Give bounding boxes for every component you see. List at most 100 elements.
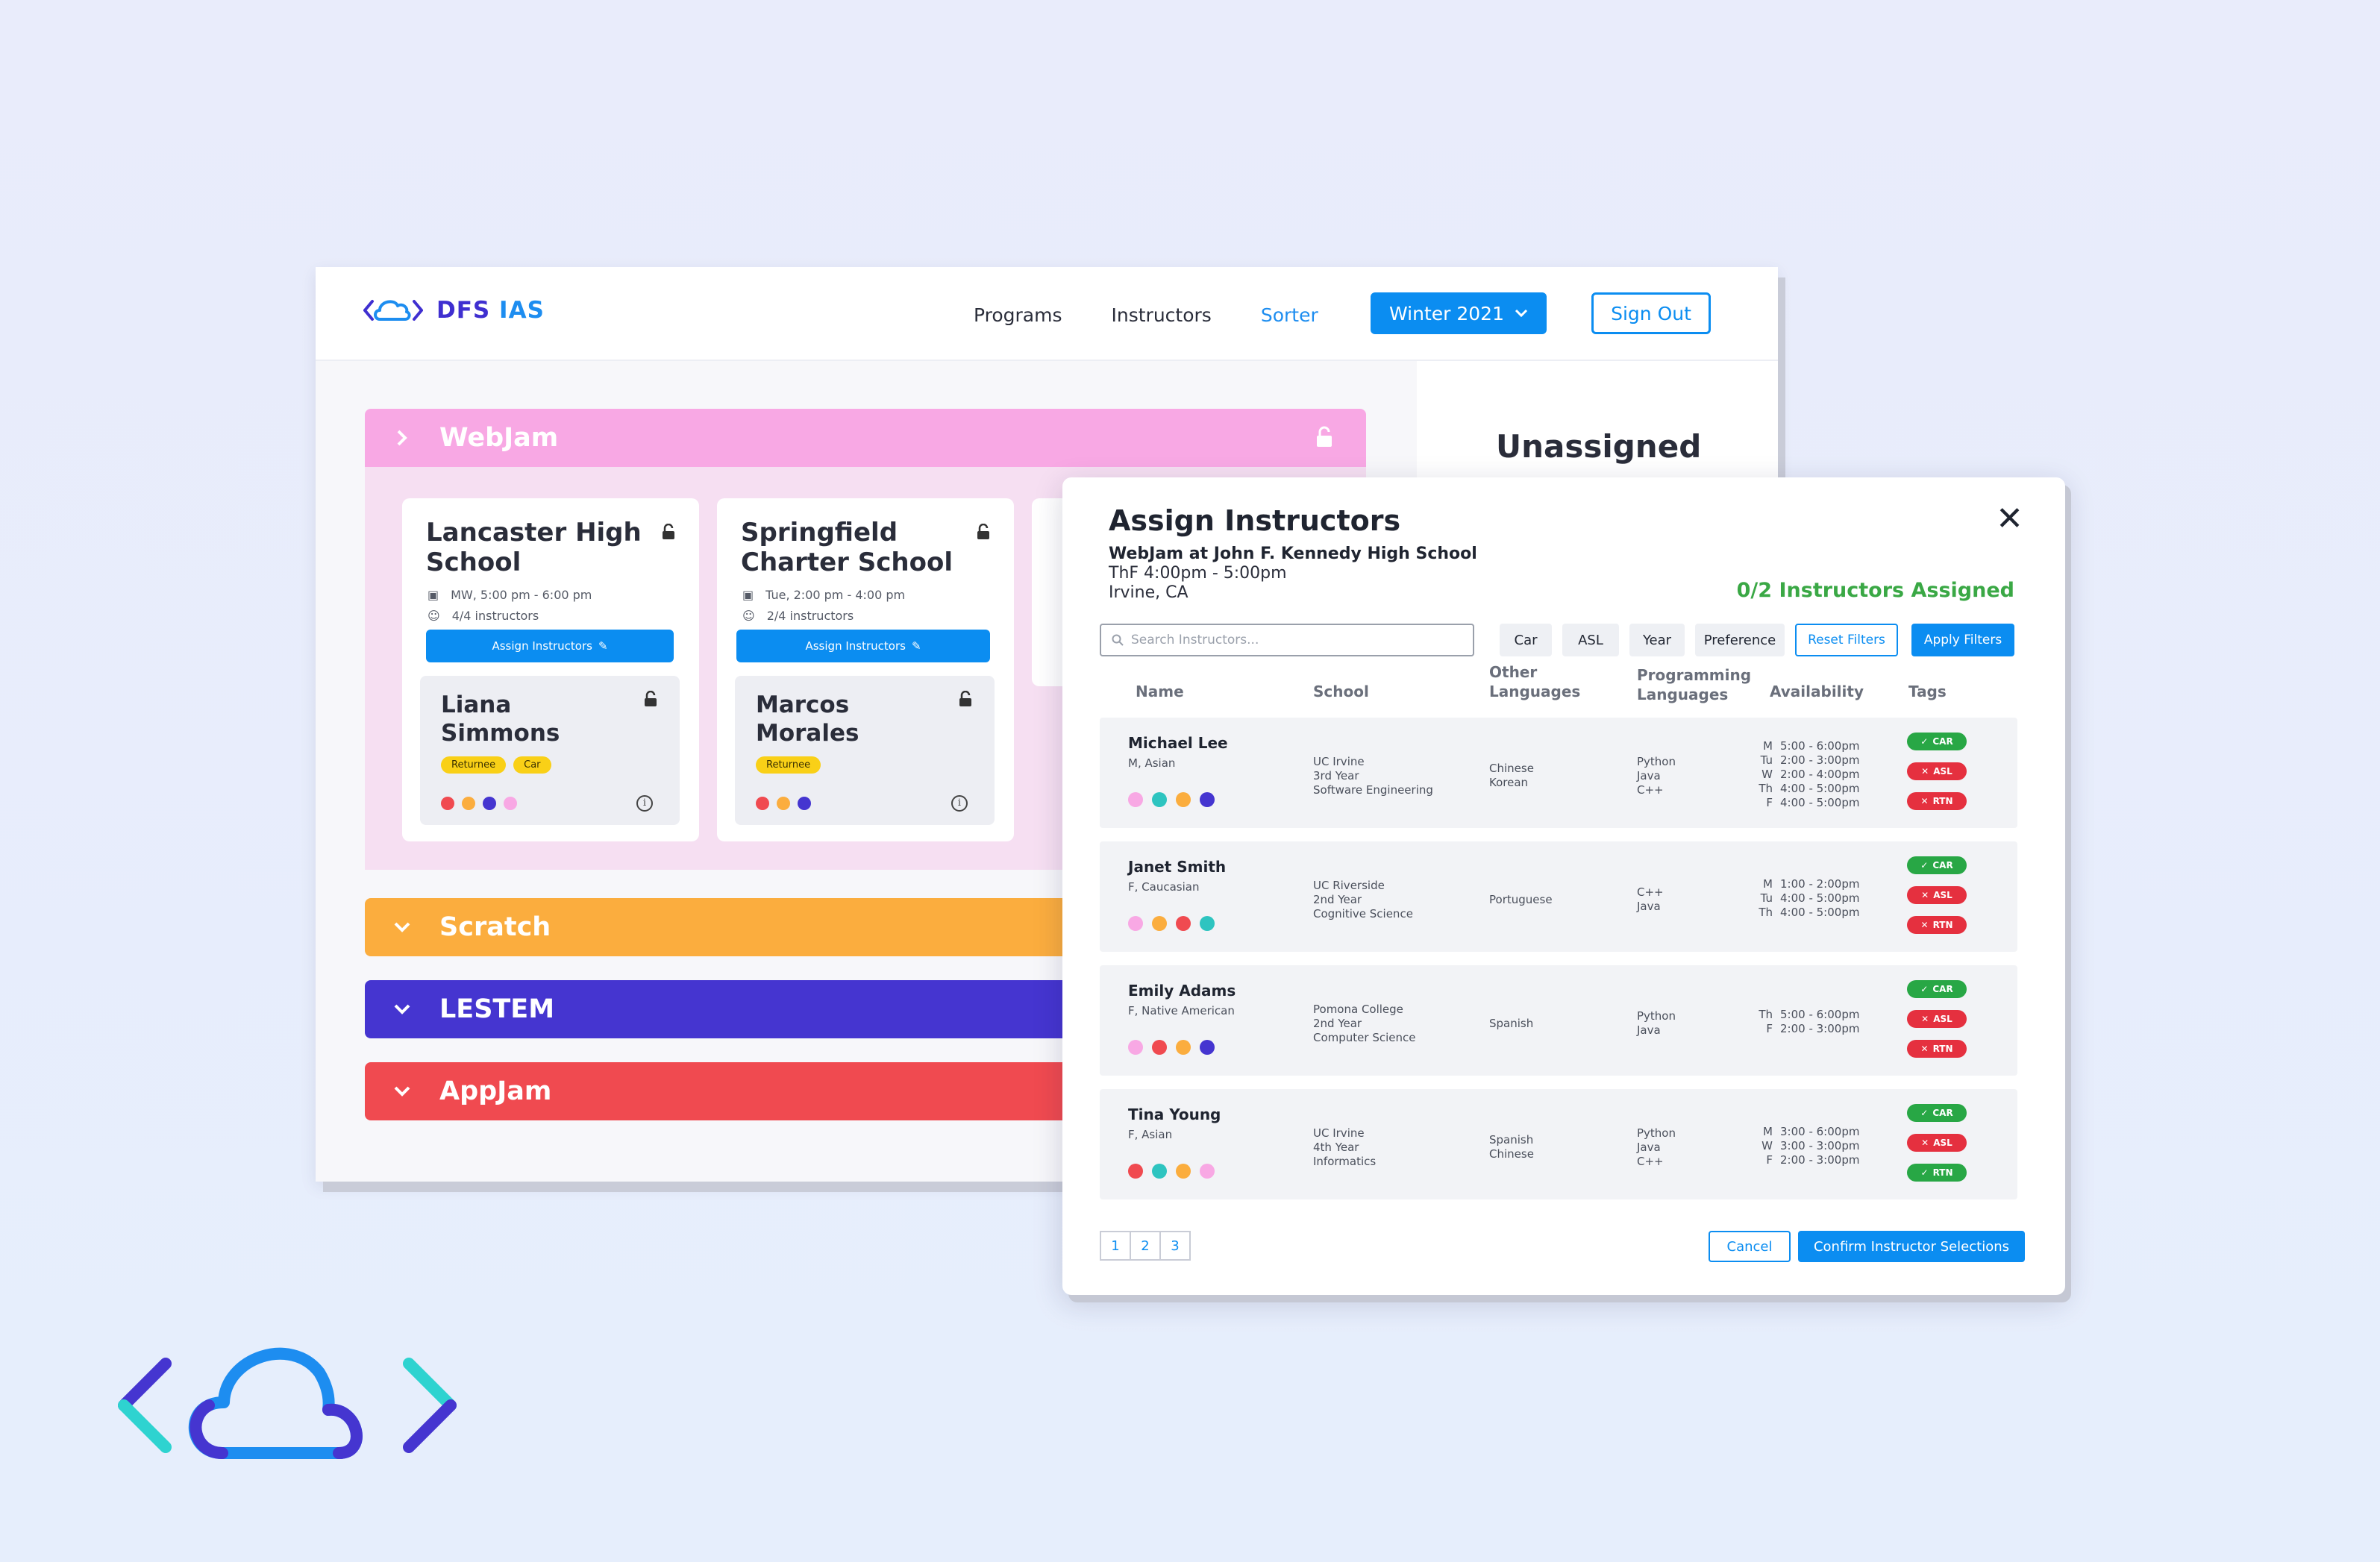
tag-asl[interactable]: ✕ ASL [1907, 762, 1967, 780]
tag-car[interactable]: ✓ CAR [1907, 856, 1967, 874]
programming-languages: Python Java C++ [1637, 755, 1676, 797]
availability-day: Th [1759, 781, 1773, 795]
school-info-line: 3rd Year [1313, 768, 1359, 782]
filter-asl[interactable]: ASL [1562, 624, 1619, 656]
page-1[interactable]: 1 [1100, 1231, 1131, 1261]
availability-day: M [1763, 876, 1773, 891]
school-info-line: UC Riverside [1313, 878, 1385, 892]
people-icon: ☺ [428, 609, 440, 623]
availability-line: M 1:00 - 2:00pm [1747, 877, 1859, 891]
app-logo[interactable]: DFS IAS [363, 294, 545, 327]
reset-filters-button[interactable]: Reset Filters [1795, 624, 1898, 656]
instructor-card[interactable]: Liana Simmons Returnee Car i [420, 676, 680, 825]
col-school[interactable]: School [1313, 683, 1369, 700]
other-languages-line: Chinese [1489, 762, 1534, 775]
cloud-code-icon [363, 300, 423, 321]
search-input[interactable]: Search Instructors... [1100, 624, 1474, 656]
filter-preference[interactable]: Preference [1695, 624, 1785, 656]
school-info: UC Riverside 2nd Year Cognitive Science [1313, 879, 1413, 921]
unlock-icon[interactable] [977, 523, 990, 540]
cloud-code-icon [118, 1347, 457, 1459]
nav-programs[interactable]: Programs [974, 304, 1062, 326]
info-icon[interactable]: i [951, 795, 968, 812]
program-dot [1176, 1164, 1191, 1179]
availability-line: F 2:00 - 3:00pm [1747, 1022, 1859, 1036]
table-row[interactable]: Tina Young F, Asian UC Irvine 4th Year Infor… [1100, 1089, 2017, 1199]
unlock-icon[interactable] [1315, 426, 1333, 448]
tag-rtn[interactable]: ✕ RTN [1907, 792, 1967, 810]
programming-languages-line: Python [1637, 1009, 1676, 1023]
tag-asl[interactable]: ✕ ASL [1907, 886, 1967, 904]
unlock-icon[interactable] [959, 690, 972, 707]
page-3[interactable]: 3 [1159, 1231, 1191, 1261]
assigned-count: 0/2 Instructors Assigned [1736, 579, 2014, 602]
tag-car[interactable]: ✓ CAR [1907, 1104, 1967, 1122]
page-2[interactable]: 2 [1130, 1231, 1161, 1261]
school-info-line: Computer Science [1313, 1030, 1416, 1044]
tag-label: CAR [1932, 860, 1953, 871]
x-icon: ✕ [1920, 1044, 1929, 1054]
availability-line: Th 4:00 - 5:00pm [1747, 782, 1859, 796]
program-dot [1176, 792, 1191, 807]
season-dropdown[interactable]: Winter 2021 [1371, 292, 1547, 334]
availability-time: 1:00 - 2:00pm [1780, 876, 1860, 891]
col-availability[interactable]: Availability [1770, 683, 1864, 700]
table-row[interactable]: Michael Lee M, Asian UC Irvine 3rd Year Soft… [1100, 718, 2017, 828]
tag-asl[interactable]: ✕ ASL [1907, 1010, 1967, 1028]
tag-rtn[interactable]: ✓ RTN [1907, 1164, 1967, 1182]
col-other-languages[interactable]: Other Languages [1489, 663, 1581, 700]
tag-label: RTN [1932, 1167, 1953, 1178]
tag-rtn[interactable]: ✕ RTN [1907, 916, 1967, 934]
unlock-icon[interactable] [644, 690, 657, 707]
program-dot [1176, 916, 1191, 931]
tag-asl[interactable]: ✕ ASL [1907, 1134, 1967, 1152]
school-info: Pomona College 2nd Year Computer Science [1313, 1003, 1415, 1045]
search-icon [1112, 634, 1124, 646]
tag-label: CAR [1932, 736, 1953, 747]
programming-languages: Python Java [1637, 1009, 1676, 1038]
col-tags[interactable]: Tags [1908, 683, 1947, 700]
program-name: AppJam [439, 1076, 552, 1106]
nav-sorter[interactable]: Sorter [1260, 304, 1318, 326]
check-icon: ✓ [1920, 984, 1929, 994]
table-row[interactable]: Janet Smith F, Caucasian UC Riverside 2nd Y… [1100, 841, 2017, 952]
instructor-name: Tina Young [1128, 1105, 1221, 1123]
modal-location: Irvine, CA [1109, 583, 1189, 602]
chevron-right-icon [397, 430, 407, 446]
tag-rtn[interactable]: ✕ RTN [1907, 1040, 1967, 1058]
calendar-icon: ▣ [428, 588, 439, 602]
table-row[interactable]: Emily Adams F, Native American Pomona Coll… [1100, 965, 2017, 1076]
instructor-demographics: F, Native American [1128, 1004, 1235, 1017]
instructor-demographics: M, Asian [1128, 756, 1176, 770]
cancel-button[interactable]: Cancel [1709, 1231, 1791, 1262]
program-webjam[interactable]: WebJam [365, 409, 1366, 467]
sign-out-button[interactable]: Sign Out [1591, 292, 1711, 334]
filter-year[interactable]: Year [1629, 624, 1685, 656]
sidebar-title: Unassigned [1496, 428, 1702, 465]
program-name: LESTEM [439, 994, 555, 1024]
nav-instructors[interactable]: Instructors [1111, 304, 1212, 326]
tag-car[interactable]: ✓ CAR [1907, 980, 1967, 998]
confirm-selections-button[interactable]: Confirm Instructor Selections [1798, 1231, 2025, 1262]
assign-instructors-button[interactable]: Assign Instructors ✎ [426, 630, 674, 662]
col-name[interactable]: Name [1136, 683, 1184, 700]
close-icon[interactable]: ✕ [1996, 500, 2023, 538]
filter-car[interactable]: Car [1500, 624, 1552, 656]
unlock-icon[interactable] [662, 523, 675, 540]
instructor-card[interactable]: Marcos Morales Returnee i [735, 676, 995, 825]
chevron-down-icon [394, 1086, 410, 1097]
assign-instructors-button[interactable]: Assign Instructors ✎ [736, 630, 990, 662]
tag-returnee: Returnee [756, 756, 821, 774]
apply-filters-button[interactable]: Apply Filters [1911, 624, 2014, 656]
info-icon[interactable]: i [636, 795, 653, 812]
check-icon: ✓ [1920, 736, 1929, 747]
programming-languages-line: Python [1637, 1126, 1676, 1140]
availability-time: 2:00 - 4:00pm [1780, 767, 1860, 781]
tag-label: ASL [1933, 766, 1952, 777]
check-icon: ✓ [1920, 860, 1929, 871]
col-programming-languages[interactable]: Programming Languages [1637, 666, 1752, 703]
x-icon: ✕ [1921, 890, 1929, 900]
app-header: DFS IAS Programs Instructors Sorter Wint… [316, 267, 1778, 361]
school-card: Springfield Charter School ▣ Tue, 2:00 pm… [717, 498, 1014, 841]
tag-car[interactable]: ✓ CAR [1907, 733, 1967, 750]
